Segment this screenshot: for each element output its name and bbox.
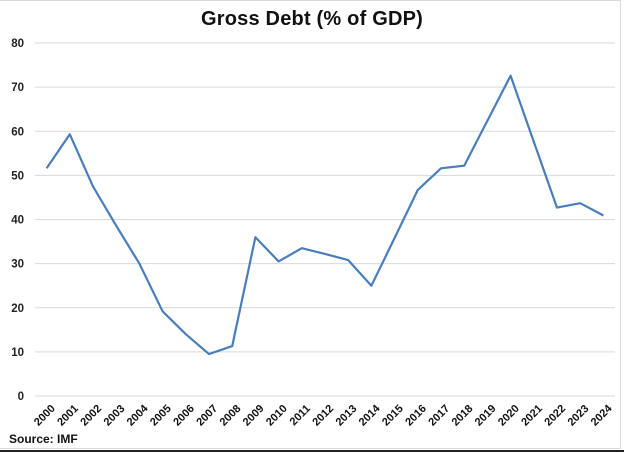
x-tick-label: 2018 [450,403,476,429]
y-tick-label: 60 [11,126,24,138]
x-tick-label: 2001 [55,403,81,429]
y-axis-labels: 0 10 20 30 40 50 60 70 80 [11,38,24,403]
x-tick-label: 2023 [566,403,592,429]
x-tick-label: 2017 [426,403,452,429]
x-tick-label: 2024 [589,402,615,428]
x-tick-label: 2015 [380,403,406,429]
y-tick-label: 30 [11,259,24,271]
x-tick-label: 2005 [148,403,174,429]
x-tick-label: 2012 [310,403,336,429]
x-tick-label: 2016 [403,403,429,429]
y-tick-label: 10 [11,347,24,359]
x-tick-label: 2002 [78,403,104,429]
chart-title: Gross Debt (% of GDP) [201,8,423,30]
x-tick-label: 2009 [241,403,267,429]
y-tick-label: 80 [11,38,24,50]
x-tick-label: 2000 [32,403,58,429]
bottom-rule [0,450,624,452]
y-tick-label: 50 [11,170,24,182]
source-note: Source: IMF [9,432,78,446]
x-axis-labels: 2000200120022003200420052006200720082009… [32,402,615,428]
x-tick-label: 2019 [473,403,499,429]
x-tick-label: 2006 [171,403,197,429]
y-tick-label: 70 [11,82,24,94]
x-tick-label: 2004 [125,402,151,428]
x-tick-label: 2021 [519,403,545,429]
x-tick-label: 2003 [102,403,128,429]
x-tick-label: 2007 [194,403,220,429]
x-tick-label: 2008 [218,403,244,429]
y-tick-label: 0 [18,391,24,403]
y-tick-label: 40 [11,215,24,227]
x-tick-label: 2010 [264,403,290,429]
y-tick-label: 20 [11,303,24,315]
x-tick-label: 2013 [334,403,360,429]
x-tick-label: 2020 [496,403,522,429]
gross-debt-line [45,74,604,356]
gridlines [35,42,615,397]
x-tick-label: 2022 [542,403,568,429]
x-tick-label: 2011 [288,403,313,428]
x-tick-label: 2014 [357,402,383,428]
